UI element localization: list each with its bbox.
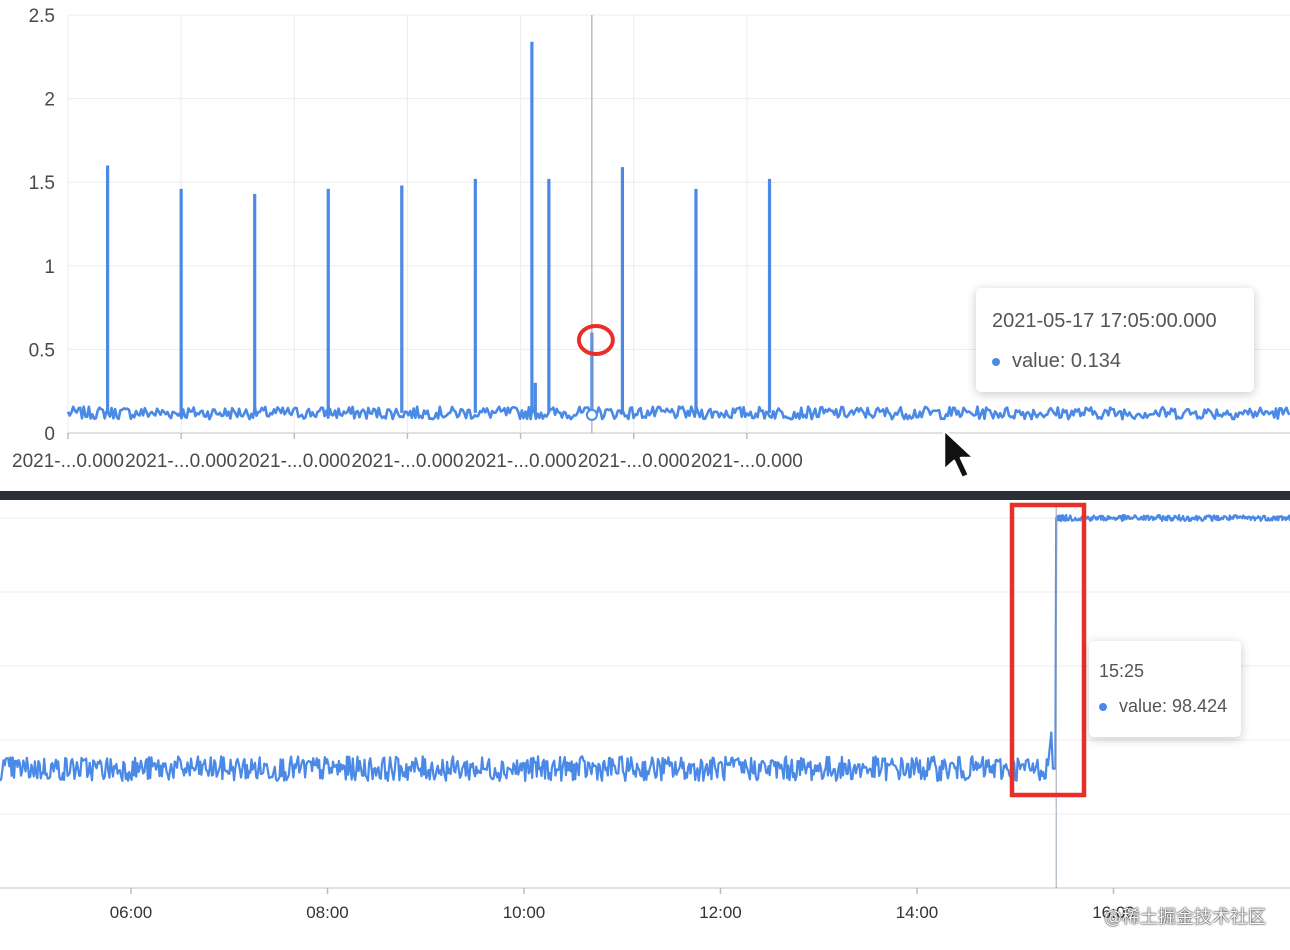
tooltip-value: value: 98.424 <box>1119 696 1228 716</box>
x-tick-label: 08:00 <box>306 903 349 922</box>
highlight-circle <box>576 324 615 356</box>
panel-divider <box>0 491 1290 500</box>
x-tick-label: 2021-...0.000 <box>578 451 690 472</box>
highlight-box <box>1009 502 1087 798</box>
y-tick-label: 2 <box>44 90 55 111</box>
top-y-axis: 0 0.5 1 1.5 2 2.5 <box>29 6 55 445</box>
top-chart: 00.511.522.5 2021-...0.000 2021-...0.000 2… <box>12 6 1290 472</box>
series-dot-icon <box>1099 702 1107 711</box>
x-tick-label: 2021-...0.000 <box>125 451 237 472</box>
x-tick-label: 06:00 <box>110 903 153 922</box>
bottom-annotations <box>1009 502 1087 888</box>
x-tick-label: 14:00 <box>896 903 939 922</box>
y-tick-label: 1 <box>44 257 55 278</box>
series-dot-icon <box>992 357 1000 366</box>
x-tick-label: 16:00 <box>1092 903 1135 922</box>
tooltip-value: value: 0.134 <box>1012 350 1121 372</box>
tooltip-timestamp: 2021-05-17 17:05:00.000 <box>992 310 1217 332</box>
tooltip-value-row: value: 98.424 <box>1099 696 1227 717</box>
bottom-series <box>0 513 1290 782</box>
x-tick-label: 12:00 <box>699 903 742 922</box>
series-line <box>0 513 1290 782</box>
tooltip-timestamp: 15:25 <box>1099 661 1145 681</box>
mouse-cursor-icon <box>942 428 976 480</box>
tooltip-value-row: value: 0.134 <box>992 350 1121 373</box>
data-point <box>1055 514 1063 522</box>
x-tick-label: 2021-...0.000 <box>238 451 350 472</box>
x-tick-label: 2021-...0.000 <box>351 451 463 472</box>
series-line <box>66 405 1290 421</box>
x-tick-label: 2021-...0.000 <box>465 451 577 472</box>
x-tick-label: 10:00 <box>503 903 546 922</box>
hover-point <box>585 408 598 421</box>
y-tick-label: 0 <box>44 424 55 445</box>
watermark: @稀土掘金技术社区 <box>1104 907 1266 928</box>
y-tick-label: 0.5 <box>29 340 55 361</box>
bottom-x-axis: 06:00 08:00 10:00 12:00 14:00 16:00 <box>110 888 1135 922</box>
top-annotations <box>576 15 615 433</box>
x-tick-label: 2021-...0.000 <box>691 451 803 472</box>
top-x-axis: 2021-...0.000 2021-...0.000 2021-...0.000 2… <box>12 433 803 472</box>
y-tick-label: 1.5 <box>29 173 55 194</box>
x-tick-label: 2021-...0.000 <box>12 451 124 472</box>
y-tick-label: 2.5 <box>29 6 55 27</box>
bottom-tooltip: 15:25 value: 98.424 <box>1089 641 1241 737</box>
top-tooltip: 2021-05-17 17:05:00.000 value: 0.134 <box>976 288 1254 392</box>
top-gridlines <box>67 14 1290 434</box>
bottom-chart: 06:00 08:00 10:00 12:00 14:00 16:00 <box>0 502 1290 922</box>
